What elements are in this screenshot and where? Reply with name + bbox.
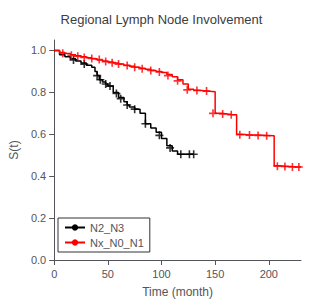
svg-text:1.0: 1.0	[31, 44, 46, 56]
svg-text:N2_N3: N2_N3	[90, 222, 124, 234]
svg-text:0: 0	[51, 268, 57, 280]
svg-text:0.6: 0.6	[31, 128, 46, 140]
svg-text:Nx_N0_N1: Nx_N0_N1	[90, 237, 144, 249]
svg-text:Time (month): Time (month)	[142, 285, 213, 299]
svg-text:S(t): S(t)	[7, 140, 21, 159]
svg-text:0.0: 0.0	[31, 254, 46, 266]
svg-text:0.4: 0.4	[31, 170, 46, 182]
svg-text:Regional Lymph Node Involvemen: Regional Lymph Node Involvement	[61, 12, 263, 27]
svg-text:0.2: 0.2	[31, 212, 46, 224]
svg-text:100: 100	[152, 268, 170, 280]
svg-text:0.8: 0.8	[31, 86, 46, 98]
svg-text:150: 150	[206, 268, 224, 280]
svg-text:50: 50	[102, 268, 114, 280]
svg-text:200: 200	[260, 268, 278, 280]
